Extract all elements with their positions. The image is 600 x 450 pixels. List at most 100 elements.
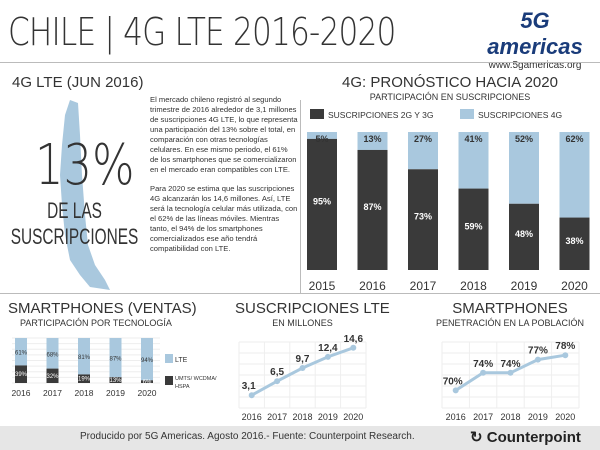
x-tick-label: 2017 [410, 279, 437, 293]
data-point [480, 369, 487, 376]
description-text: El mercado chileno registró al segundo t… [150, 95, 298, 263]
data-label: 9,7 [296, 354, 310, 365]
data-label: 14,6 [344, 334, 364, 345]
data-label: 87% [109, 357, 122, 363]
data-label: 74% [500, 359, 520, 370]
data-point [350, 344, 357, 351]
data-point [534, 356, 541, 363]
data-label: 12,4 [318, 343, 338, 354]
data-label: 3,1 [242, 381, 256, 392]
chart-subtitle: PARTICIPACIÓN EN SUSCRIPCIONES [369, 92, 531, 102]
x-tick-label: 2016 [242, 412, 262, 422]
x-tick-label: 2017 [473, 412, 493, 422]
data-point [452, 387, 459, 394]
x-tick-label: 2015 [309, 279, 336, 293]
data-label: 38% [565, 236, 583, 246]
data-label: 48% [515, 229, 533, 239]
x-tick-label: 2016 [12, 388, 31, 398]
divider [300, 100, 301, 293]
logo-url: www.5gamericas.org [488, 60, 582, 71]
divider [0, 62, 600, 63]
big-description: DE LAS SUSCRIPCIONES [10, 198, 139, 249]
bar-lte [109, 338, 122, 378]
data-label: 78% [555, 341, 575, 352]
footer [0, 426, 600, 450]
x-tick-label: 2018 [75, 388, 94, 398]
paragraph: Para 2020 se estima que las suscripcione… [150, 184, 298, 253]
smartphone-penetration-chart: 70% 2016 74% 2017 74% 2018 77% 2019 78% 2020 [441, 341, 580, 422]
chart-title: SUSCRIPCIONES LTE [235, 300, 390, 317]
data-label: 87% [363, 202, 381, 212]
bar-2g3g [458, 188, 489, 270]
data-label: 74% [473, 359, 493, 370]
chart-subtitle: PENETRACIÓN EN LA POBLACIÓN [435, 318, 585, 328]
counterpoint-logo: ↻ Counterpoint [470, 429, 581, 446]
chart-title: SMARTPHONES [452, 300, 568, 317]
chart-subtitle: PARTICIPACIÓN POR TECNOLOGÍA [20, 318, 172, 328]
brand-name: Counterpoint [486, 429, 581, 446]
data-label: 68% [46, 352, 59, 358]
bar-4g [357, 132, 388, 150]
bar-umts [15, 365, 27, 383]
legend-swatch [165, 376, 173, 385]
bar-lte [78, 338, 90, 375]
data-label: 32% [46, 374, 59, 380]
x-tick-label: 2017 [43, 388, 62, 398]
data-label: 94% [141, 358, 154, 364]
x-tick-label: 2018 [460, 279, 487, 293]
data-point [324, 353, 331, 360]
logo: 5G americas www.5gamericas.org [480, 8, 590, 71]
x-tick-label: 2016 [359, 279, 386, 293]
data-label: 19% [78, 377, 91, 383]
data-label: 39% [15, 372, 28, 378]
data-label: 52% [515, 134, 533, 144]
bar-2g3g [307, 138, 337, 270]
x-tick-label: 2019 [106, 388, 125, 398]
paragraph: El mercado chileno registró al segundo t… [150, 95, 298, 174]
chart-title: SMARTPHONES (VENTAS) [8, 300, 197, 317]
page-title: CHILE | 4G LTE 2016-2020 [8, 10, 396, 54]
chart-title: 4G: PRONÓSTICO HACIA 2020 [342, 74, 558, 91]
bar-lte [15, 338, 27, 366]
x-tick-label: 2019 [318, 412, 338, 422]
x-tick-label: 2018 [500, 412, 520, 422]
bar-umts [141, 380, 153, 383]
data-label: 61% [15, 351, 28, 357]
legend-swatch [165, 354, 173, 363]
left-heading: 4G LTE (JUN 2016) [12, 74, 144, 91]
bar-2g3g [408, 169, 438, 270]
bar-4g [307, 132, 337, 139]
x-tick-label: 2020 [343, 412, 363, 422]
smartphone-sales-chart: 61% 39% 2016 68% 32% 2017 81% 19% 2018 87% 13% 2019… [12, 337, 217, 398]
forecast-chart: SUSCRIPCIONES 2G Y 3G SUSCRIPCIONES 4G 5% 9… [307, 109, 590, 293]
data-point [299, 364, 306, 371]
data-point [507, 369, 514, 376]
legend-label: UMTS/ WCDMA/ [175, 376, 217, 382]
bar-umts [46, 368, 59, 383]
footer-text: Producido por 5G Americas. Agosto 2016.-… [80, 431, 415, 442]
chile-map-icon [60, 100, 110, 290]
bar-4g [559, 132, 590, 218]
data-label: 73% [414, 212, 432, 222]
data-label: 81% [78, 355, 91, 361]
x-tick-label: 2016 [446, 412, 466, 422]
data-label: 95% [313, 196, 331, 206]
data-point [248, 392, 255, 399]
x-tick-label: 2017 [267, 412, 287, 422]
big-percentage: 13% [35, 133, 135, 198]
x-tick-label: 2020 [561, 279, 588, 293]
logo-text: 5G americas [487, 8, 583, 59]
data-label: 59% [464, 221, 482, 231]
chart-subtitle: EN MILLONES [272, 318, 333, 328]
x-tick-label: 2020 [555, 412, 575, 422]
x-tick-label: 2019 [528, 412, 548, 422]
data-label: 13% [109, 378, 122, 384]
data-point [562, 352, 569, 359]
lte-subscriptions-chart: 3,1 2016 6,5 2017 9,7 2018 12,4 2019 14,6 2020 [238, 334, 367, 422]
legend-swatch [460, 109, 474, 119]
x-tick-label: 2019 [511, 279, 538, 293]
bar-umts [78, 374, 90, 383]
data-label: 13% [363, 134, 381, 144]
bar-4g [458, 132, 489, 189]
data-point [274, 378, 281, 385]
